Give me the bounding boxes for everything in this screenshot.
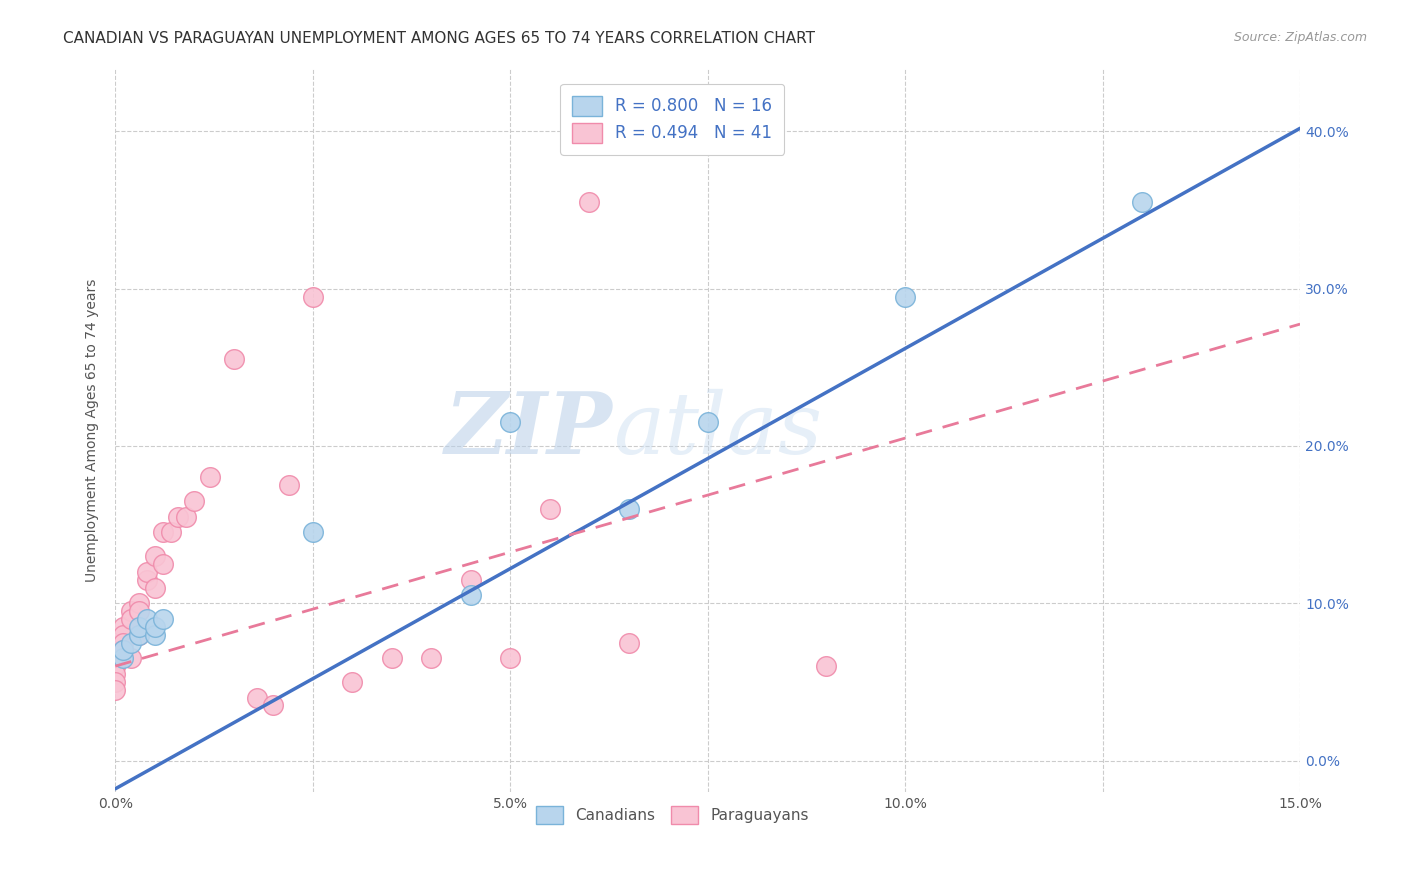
Point — [104, 667, 127, 681]
Point — [301, 525, 323, 540]
Point — [538, 501, 561, 516]
Point — [143, 549, 166, 563]
Point — [246, 690, 269, 705]
Text: ZIP: ZIP — [446, 389, 613, 472]
Point — [152, 612, 174, 626]
Point — [222, 352, 245, 367]
Point — [167, 509, 190, 524]
Text: atlas: atlas — [613, 389, 823, 472]
Y-axis label: Unemployment Among Ages 65 to 74 years: Unemployment Among Ages 65 to 74 years — [86, 278, 100, 582]
Point — [112, 643, 135, 657]
Point — [262, 698, 284, 713]
Point — [617, 501, 640, 516]
Point — [499, 651, 522, 665]
Legend: Canadians, Paraguayans: Canadians, Paraguayans — [524, 795, 820, 835]
Point — [112, 635, 135, 649]
Point — [104, 659, 127, 673]
Point — [104, 682, 127, 697]
Point — [128, 628, 150, 642]
Point — [143, 581, 166, 595]
Point — [1130, 195, 1153, 210]
Point — [460, 588, 482, 602]
Point — [198, 470, 221, 484]
Point — [159, 525, 181, 540]
Point — [128, 620, 150, 634]
Point — [120, 604, 142, 618]
Point — [104, 674, 127, 689]
Point — [135, 573, 157, 587]
Point — [120, 651, 142, 665]
Point — [128, 596, 150, 610]
Point — [104, 651, 127, 665]
Point — [499, 416, 522, 430]
Point — [135, 612, 157, 626]
Point — [120, 612, 142, 626]
Text: CANADIAN VS PARAGUAYAN UNEMPLOYMENT AMONG AGES 65 TO 74 YEARS CORRELATION CHART: CANADIAN VS PARAGUAYAN UNEMPLOYMENT AMON… — [63, 31, 815, 46]
Point — [301, 289, 323, 303]
Point — [815, 659, 838, 673]
Point — [894, 289, 917, 303]
Point — [152, 557, 174, 571]
Point — [104, 659, 127, 673]
Point — [176, 509, 198, 524]
Point — [128, 628, 150, 642]
Point — [420, 651, 443, 665]
Point — [143, 628, 166, 642]
Point — [183, 494, 205, 508]
Point — [135, 565, 157, 579]
Point — [578, 195, 600, 210]
Point — [460, 573, 482, 587]
Point — [112, 651, 135, 665]
Point — [381, 651, 404, 665]
Point — [617, 635, 640, 649]
Text: Source: ZipAtlas.com: Source: ZipAtlas.com — [1233, 31, 1367, 45]
Point — [112, 643, 135, 657]
Point — [112, 620, 135, 634]
Point — [128, 604, 150, 618]
Point — [696, 416, 718, 430]
Point — [143, 620, 166, 634]
Point — [112, 628, 135, 642]
Point — [120, 635, 142, 649]
Point — [152, 525, 174, 540]
Point — [278, 478, 301, 492]
Point — [342, 674, 364, 689]
